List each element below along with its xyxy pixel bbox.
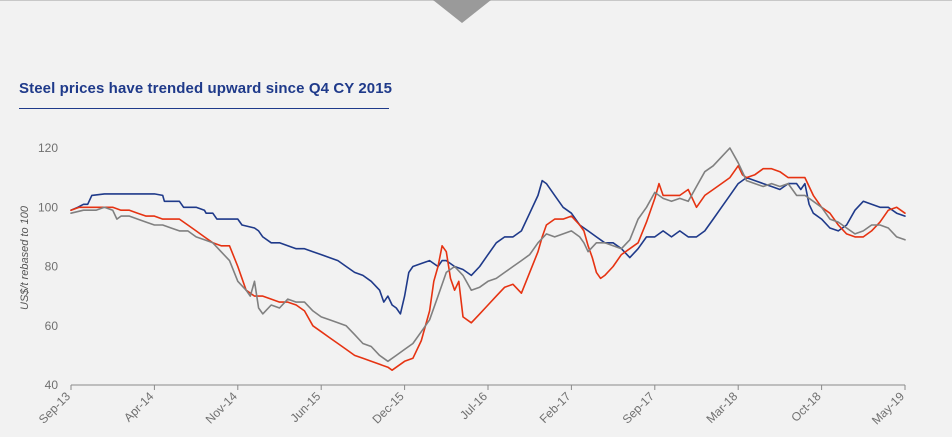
y-tick-label: 80: [45, 260, 59, 274]
chart-title: Steel prices have trended upward since Q…: [19, 80, 393, 97]
x-tick-label: Nov-14: [203, 389, 240, 426]
y-tick-label: 120: [38, 141, 58, 155]
series-line-red: [70, 165, 906, 371]
y-tick-label: 60: [45, 319, 59, 333]
y-axis-label: US$/t rebased to 100: [19, 205, 31, 310]
x-tick-label: Feb-17: [537, 389, 574, 426]
series-group: [70, 147, 906, 371]
series-line-blue: [70, 176, 906, 315]
x-tick-label: Oct-18: [788, 389, 824, 425]
x-axis: Sep-13 Apr-14 Nov-14 Jun-15 Dec-15 Jul-16 Feb-…: [36, 384, 907, 427]
title-underline: [19, 108, 389, 109]
x-tick-label: May-19: [869, 389, 907, 427]
x-tick-label: Jul-16: [457, 389, 490, 422]
x-tick-label: Jun-15: [287, 389, 323, 425]
x-tick-label: Sep-13: [36, 389, 73, 426]
x-tick-label: Mar-18: [704, 389, 741, 426]
series-line-grey: [70, 147, 906, 363]
y-tick-label: 40: [45, 378, 59, 392]
x-tick-label: Apr-14: [121, 389, 157, 425]
x-tick-label: Dec-15: [369, 389, 406, 426]
x-tick-label: Sep-17: [620, 389, 657, 426]
section-notch-icon: [433, 0, 491, 23]
y-tick-label: 100: [38, 200, 58, 214]
y-axis-ticks: 40 60 80 100 120: [38, 141, 58, 392]
